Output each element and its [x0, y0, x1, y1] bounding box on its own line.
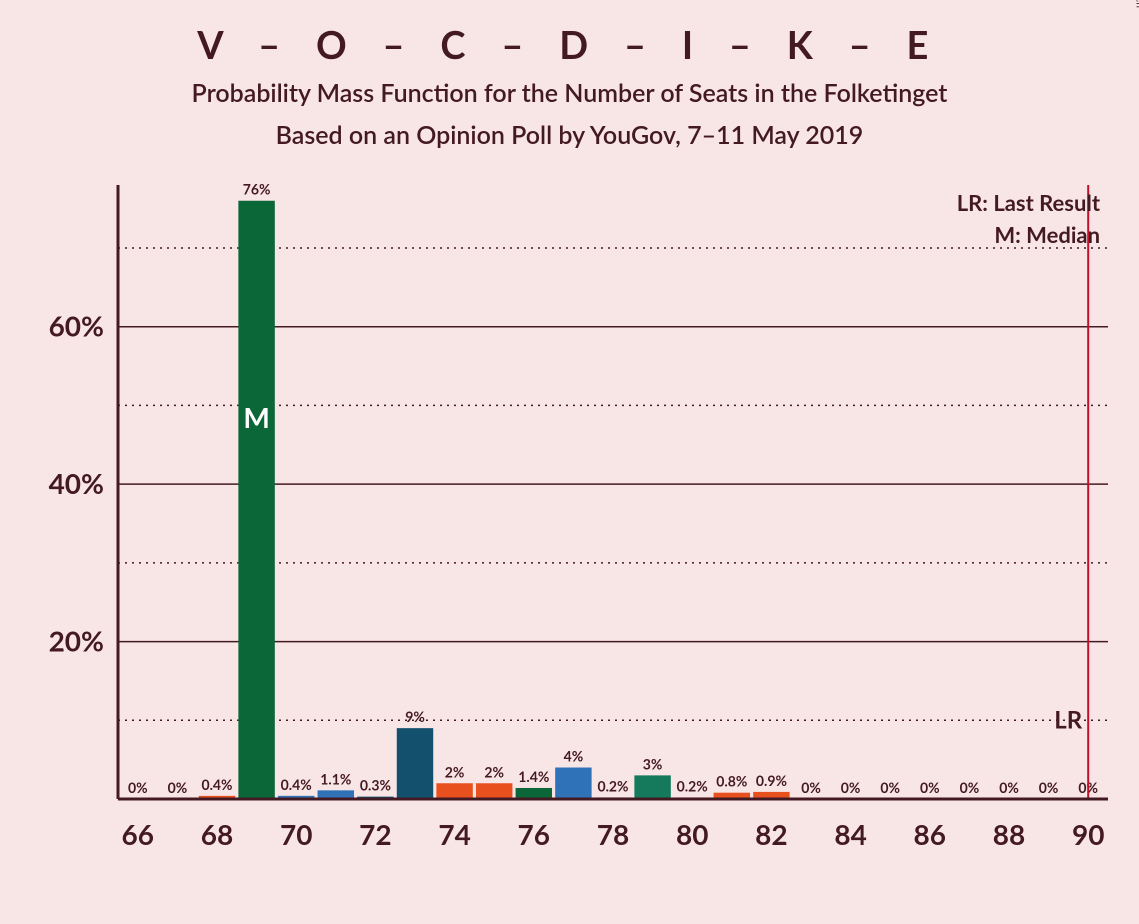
bar-value-label: 0%: [880, 779, 900, 796]
bar-value-label: 0%: [920, 779, 940, 796]
x-tick-label: 68: [201, 817, 233, 851]
bar-value-label: 76%: [243, 181, 271, 198]
bar-value-label: 0%: [1039, 779, 1059, 796]
pmf-bar-chart: 0% 0% 0.4% 76% M 0.4% 1.1% 0.3% 9% 2% 2% 1.4% 4% 0.2%…: [0, 0, 1139, 924]
x-tick-label: 82: [755, 817, 787, 851]
median-marker: M: [243, 400, 269, 434]
y-tick-label: 60%: [49, 309, 104, 343]
bar: [397, 728, 433, 799]
bar-value-label: 2%: [445, 763, 465, 780]
x-tick-label: 70: [280, 817, 312, 851]
last-result-label: LR: [1054, 705, 1082, 734]
bar-value-label: 1.1%: [320, 770, 351, 787]
x-tick-label: 84: [834, 817, 866, 851]
bar-value-label: 3%: [643, 755, 663, 772]
bar: [634, 775, 670, 799]
x-tick-label: 80: [676, 817, 708, 851]
bar: [555, 768, 591, 799]
legend-median: M: Median: [994, 221, 1100, 248]
bar-value-label: 0.8%: [716, 773, 747, 790]
bar-value-label: 0.2%: [677, 777, 708, 794]
bar-value-label: 0%: [841, 779, 861, 796]
bar-value-label: 2%: [484, 763, 504, 780]
x-tick-label: 78: [597, 817, 629, 851]
bar-value-label: 0.2%: [597, 777, 628, 794]
bar-value-label: 0%: [801, 779, 821, 796]
y-tick-label: 20%: [49, 624, 104, 658]
legend-lr: LR: Last Result: [957, 189, 1101, 216]
bar-value-label: 0.9%: [756, 772, 787, 789]
bar-value-label: 0%: [960, 779, 980, 796]
y-tick-label: 40%: [49, 466, 104, 500]
x-tick-label: 72: [359, 817, 391, 851]
bar-value-label: 0.3%: [360, 777, 391, 794]
bar-value-label: 1.4%: [518, 768, 549, 785]
bar-value-label: 9%: [405, 708, 425, 725]
bar: [436, 783, 472, 799]
x-tick-label: 76: [518, 817, 550, 851]
bar-value-label: 0.4%: [281, 776, 312, 793]
bar-value-label: 0.4%: [201, 776, 232, 793]
bar-value-label: 0%: [168, 779, 188, 796]
bar: [476, 783, 512, 799]
bar: [238, 201, 274, 799]
bar-value-label: 0%: [999, 779, 1019, 796]
bar-value-label: 0%: [128, 779, 148, 796]
bar: [516, 788, 552, 799]
bar-value-label: 4%: [564, 748, 584, 765]
x-tick-label: 90: [1072, 817, 1104, 851]
x-tick-label: 88: [993, 817, 1025, 851]
x-tick-label: 86: [914, 817, 946, 851]
x-tick-label: 66: [122, 817, 154, 851]
x-tick-label: 74: [438, 817, 470, 851]
